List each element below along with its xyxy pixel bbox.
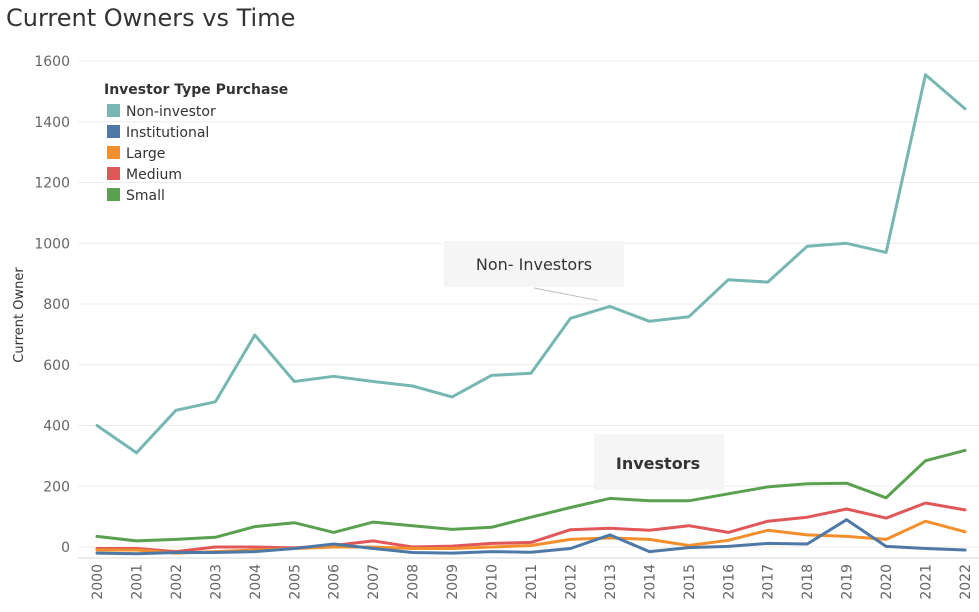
x-tick-label: 2004 [248,564,264,600]
y-tick-label: 1600 [34,54,70,70]
x-tick-label: 2005 [287,564,303,600]
y-tick-label: 1400 [34,115,70,131]
x-tick-label: 2013 [603,564,619,600]
legend-item-label: Large [126,146,165,162]
y-tick-label: 400 [43,419,70,435]
x-tick-label: 2020 [879,564,895,600]
annotation-non-investors: Non- Investors [476,255,592,274]
x-tick-label: 2001 [129,564,145,600]
legend-title: Investor Type Purchase [104,82,288,98]
x-tick-label: 2002 [169,564,185,600]
x-tick-label: 2000 [90,564,106,600]
y-tick-label: 800 [43,297,70,313]
x-tick-label: 2008 [406,564,422,600]
legend-swatch [107,125,120,138]
y-tick-label: 600 [43,358,70,374]
x-tick-label: 2010 [485,564,501,600]
series-line-non-investor [95,73,967,455]
y-tick-label: 0 [61,540,70,556]
x-tick-label: 2009 [445,564,461,600]
annotation-investors: Investors [616,454,700,473]
y-tick-label: 1000 [34,236,70,252]
x-tick-label: 2014 [642,564,658,600]
x-tick-label: 2021 [919,564,935,600]
x-tick-label: 2003 [208,564,224,600]
legend-item-label: Non-investor [126,104,216,120]
series-line-medium [95,501,967,554]
annotation-box-investors [594,434,724,490]
legend: Investor Type Purchase Non-investor Instit… [104,82,288,204]
series-line-institutional [95,518,967,556]
x-tick-label: 2011 [524,564,540,600]
annotations: Non- Investors Investors [444,241,724,490]
x-tick-label: 2018 [800,564,816,600]
y-axis-ticks: 0 200 400 600 800 1000 1200 1400 1600 [34,54,70,556]
x-tick-label: 2006 [327,564,343,600]
legend-item-label: Medium [126,167,182,183]
legend-item-label: Institutional [126,125,209,141]
legend-swatch [107,104,120,117]
x-tick-label: 2007 [366,564,382,600]
legend-swatch [107,167,120,180]
y-axis-label: Current Owner [12,267,27,363]
legend-swatch [107,188,120,201]
x-axis-ticks: 2000 2001 2002 2003 2004 2005 2006 2007 2008 2009… [90,564,974,600]
y-tick-label: 1200 [34,176,70,192]
annotation-pointer [533,287,599,301]
chart-title: Current Owners vs Time [6,4,296,32]
series-line-small [95,448,967,543]
x-tick-label: 2022 [958,564,974,600]
x-tick-label: 2019 [840,564,856,600]
legend-item-label: Small [126,188,165,204]
annotation-box-non-investors [444,241,624,287]
x-tick-label: 2017 [761,564,777,600]
x-tick-label: 2015 [682,564,698,600]
y-tick-label: 200 [43,479,70,495]
legend-swatch [107,146,120,159]
series-lines [95,73,967,556]
x-tick-label: 2012 [563,564,579,600]
x-tick-label: 2016 [721,564,737,600]
